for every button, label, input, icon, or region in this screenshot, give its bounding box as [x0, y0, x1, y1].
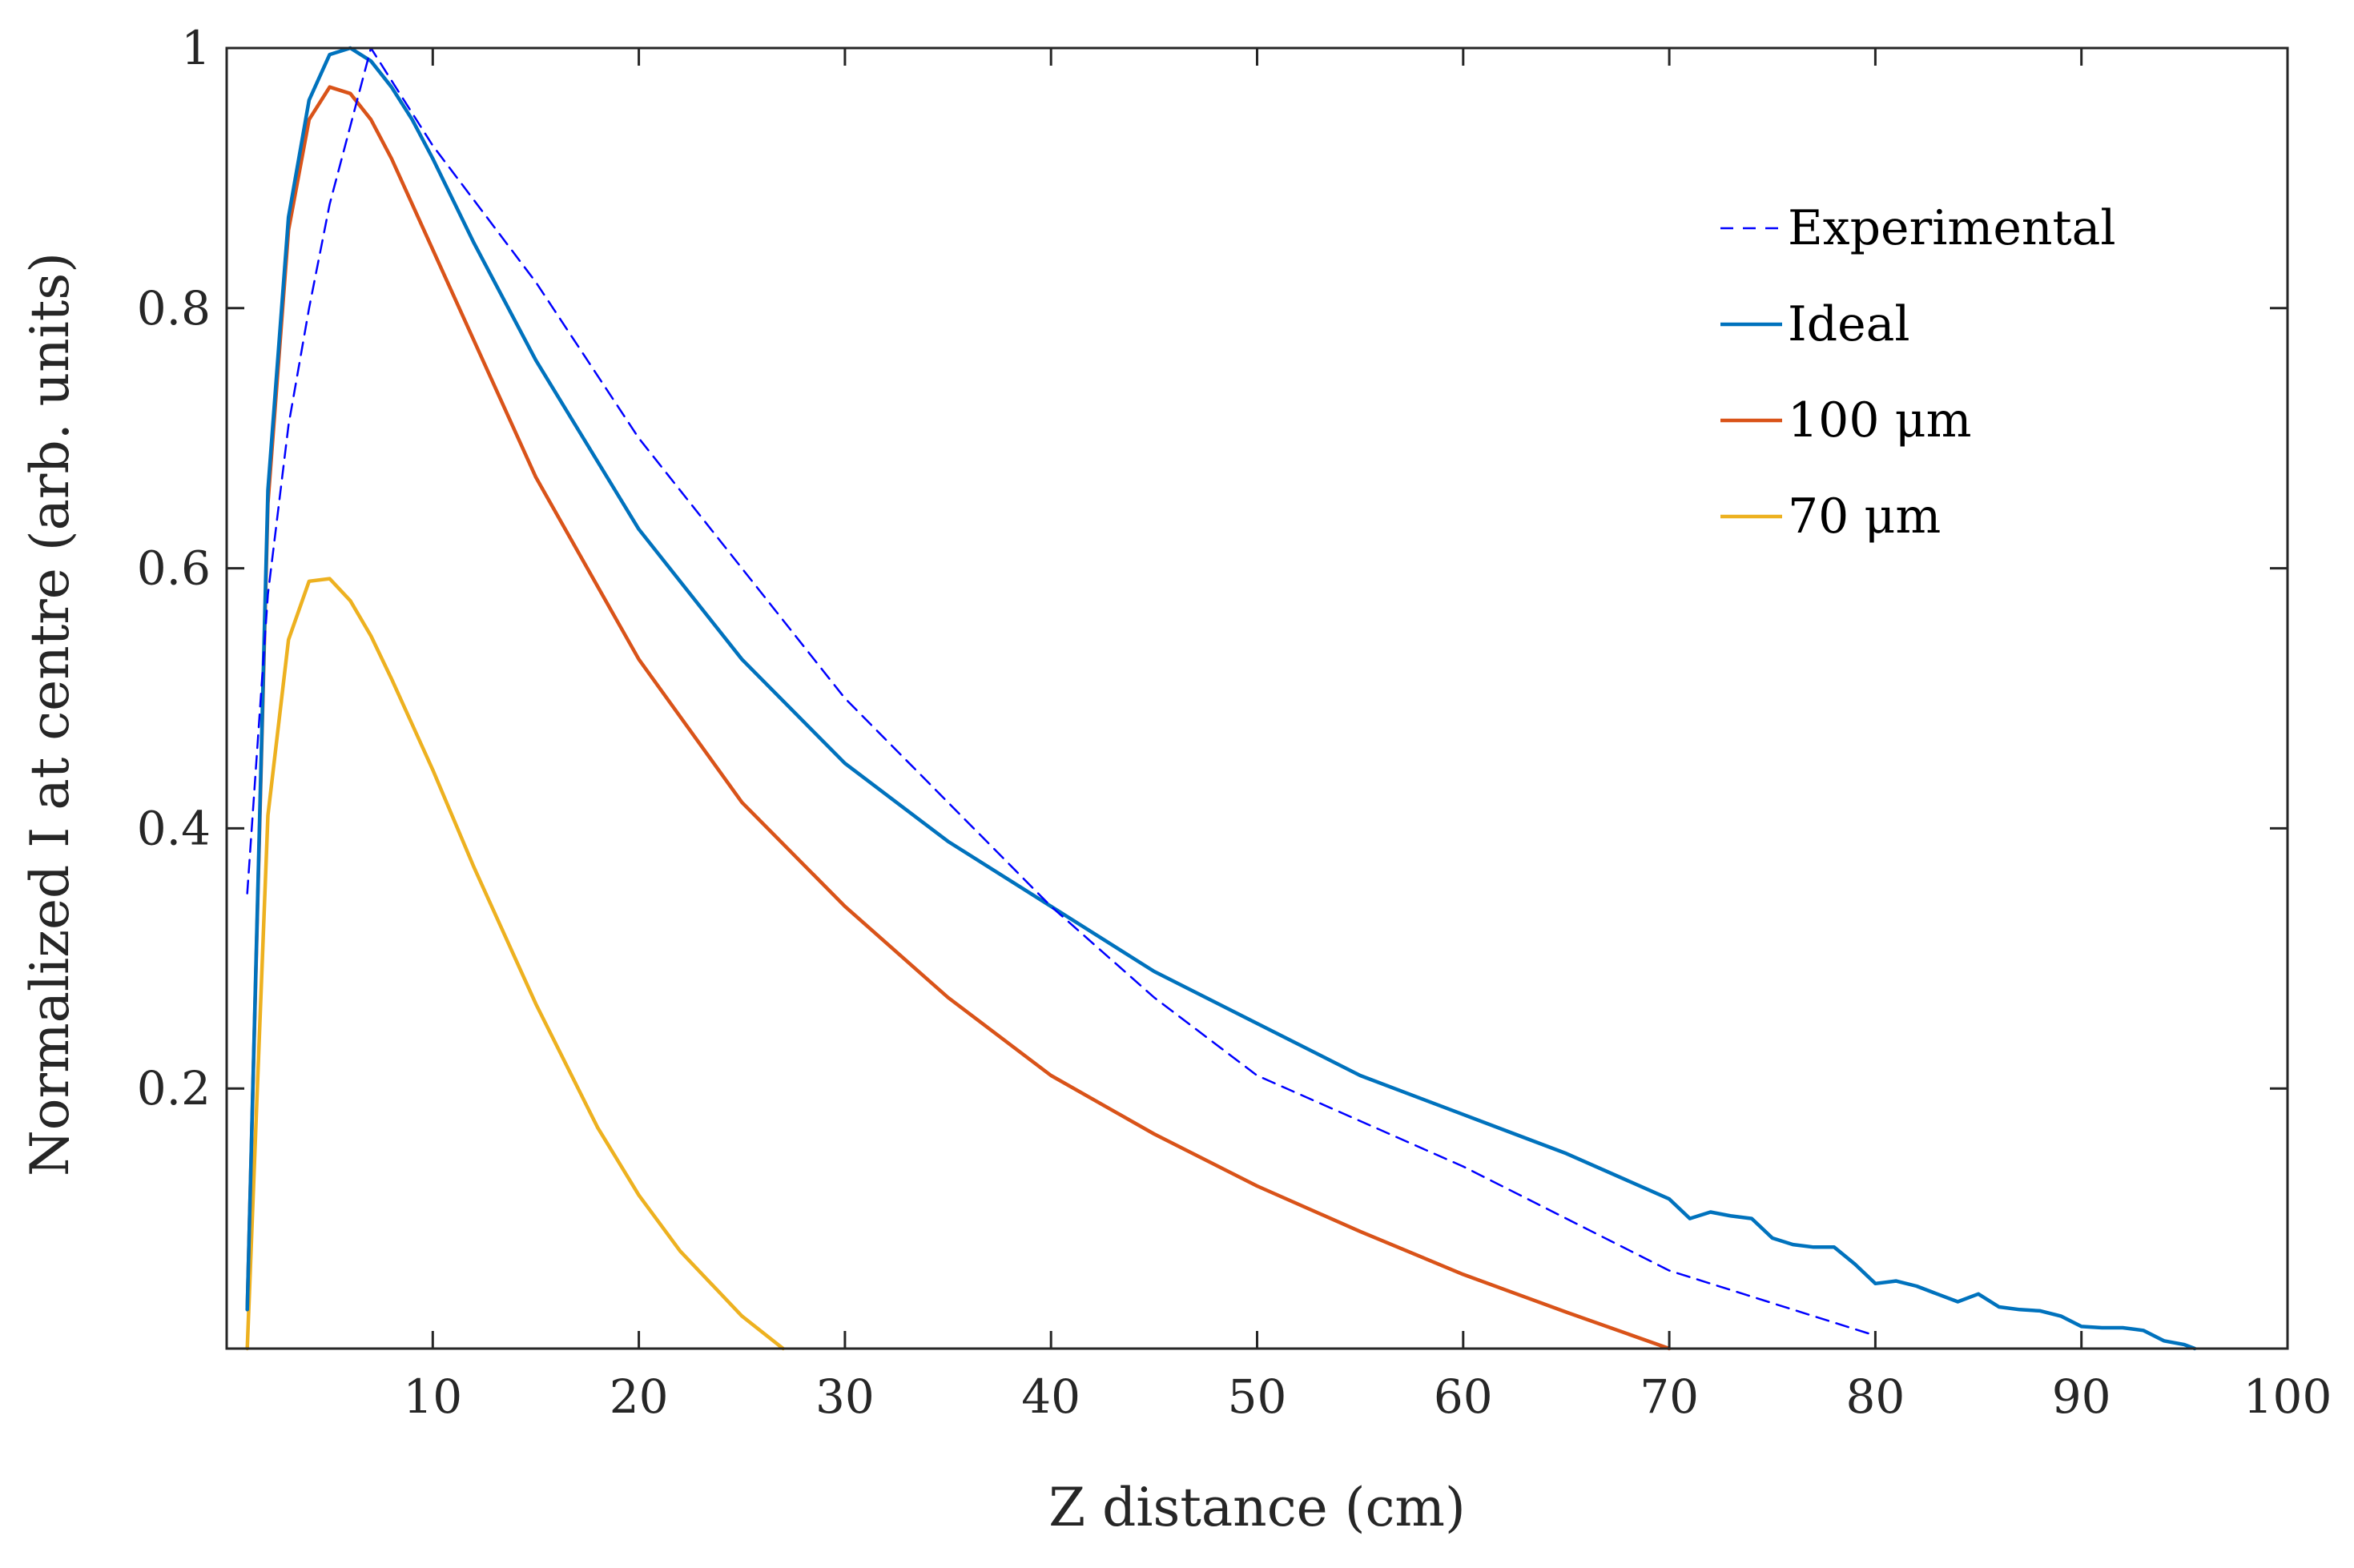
y-tick-label: 1	[181, 21, 211, 75]
legend-label: 70 μm	[1788, 488, 1941, 545]
series-layer	[245, 46, 2197, 1351]
x-tick-label: 60	[1434, 1369, 1493, 1424]
y-axis-title: Normalized I at centre (arb. units)	[19, 252, 81, 1176]
x-tick-label: 100	[2243, 1369, 2332, 1424]
x-tick-label: 80	[1845, 1369, 1905, 1424]
x-tick-label: 30	[815, 1369, 875, 1424]
ticks-layer: 10 20 30 40 50 60 70 80 90 100 0.2 0.4 0.6 0.8 1	[137, 21, 2332, 1424]
x-tick-label: 90	[2052, 1369, 2111, 1424]
legend-label: 100 μm	[1788, 392, 1971, 448]
x-axis-title: Z distance (cm)	[1048, 1477, 1466, 1538]
series-line-100-m	[245, 85, 1672, 1351]
legend-label: Experimental	[1788, 200, 2116, 256]
x-tick-label: 10	[403, 1369, 462, 1424]
y-tick-label: 0.8	[137, 281, 211, 336]
series-line-experimental	[246, 46, 1877, 1337]
y-tick-label: 0.6	[137, 541, 211, 596]
legend: Experimental Ideal 100 μm 70 μm	[1720, 200, 2116, 545]
x-tick-label: 20	[610, 1369, 669, 1424]
y-tick-label: 0.4	[137, 801, 211, 855]
legend-label: Ideal	[1788, 296, 1910, 352]
series-line-70-m	[245, 577, 785, 1351]
x-tick-label: 70	[1640, 1369, 1699, 1424]
x-tick-label: 40	[1021, 1369, 1080, 1424]
series-line-ideal	[245, 46, 2197, 1351]
x-tick-label: 50	[1228, 1369, 1287, 1424]
y-tick-label: 0.2	[137, 1061, 211, 1116]
